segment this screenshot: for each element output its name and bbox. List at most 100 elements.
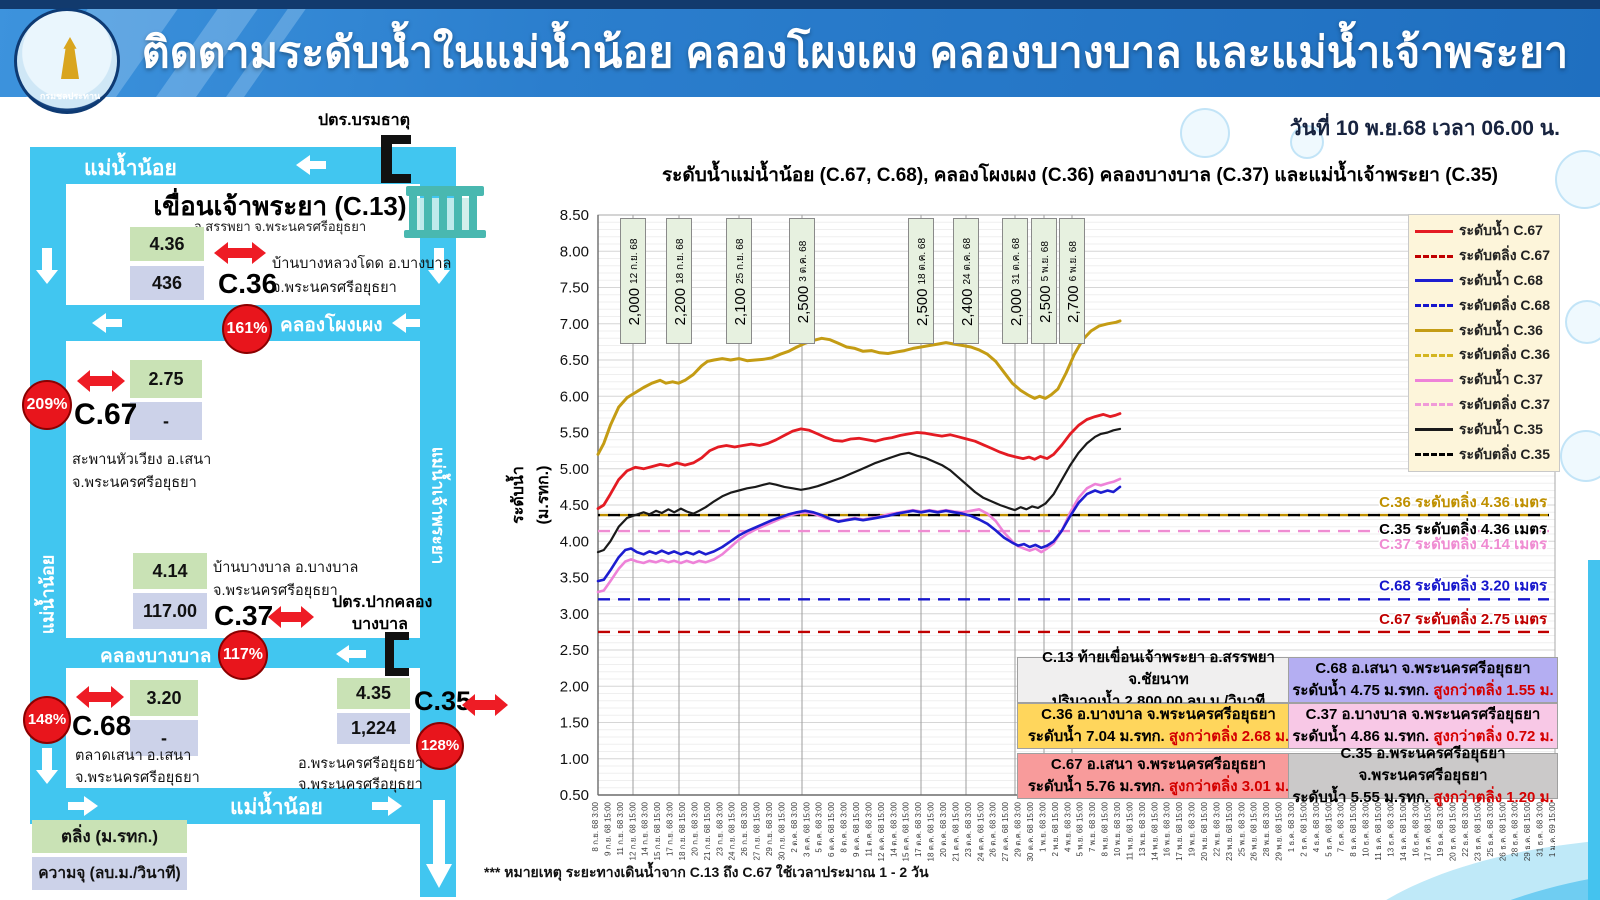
- x-tick-label: 5 ธ.ค. 68 15:00: [1324, 801, 1333, 856]
- key-capacity: ความจุ (ลบ.ม./วินาที): [32, 857, 187, 890]
- x-tick-label: 12 ก.ย. 68 15:00: [628, 801, 637, 860]
- legend-label: ระดับตลิ่ง C.37: [1459, 395, 1550, 412]
- annotation-discharge-value: 2,700: [1064, 285, 1082, 323]
- legend-solid-line-icon: [1415, 229, 1453, 233]
- x-tick-label: 5 ต.ค. 68 3:00: [815, 801, 824, 852]
- x-tick-label: 23 พ.ย. 68 15:00: [1225, 801, 1234, 860]
- legend-label: ระดับน้ำ C.35: [1459, 420, 1543, 437]
- x-tick-label: 2 ต.ค. 68 3:00: [790, 801, 799, 852]
- x-tick-label: 18 ก.ย. 68 15:00: [678, 801, 687, 860]
- y-tick-label: 5.00: [560, 461, 589, 478]
- x-tick-label: 11 พ.ย. 68 15:00: [1125, 801, 1134, 860]
- c35-code: C.35: [414, 686, 472, 716]
- y-tick-label: 8.50: [560, 207, 589, 224]
- legend-dashed-line-icon: [1415, 353, 1453, 357]
- x-tick-label: 11 ต.ค. 68 3:00: [864, 801, 873, 856]
- logo-emblem-icon: [61, 37, 79, 79]
- legend-dashed-line-icon: [1415, 304, 1453, 308]
- y-tick-label: 4.50: [560, 497, 589, 514]
- legend-label: ระดับน้ำ C.68: [1459, 271, 1543, 288]
- chart-footnote: *** หมายเหตุ ระยะทางเดินน้ำจาก C.13 ถึง …: [484, 864, 929, 880]
- x-tick-label: 14 ต.ค. 68 3:00: [889, 801, 898, 857]
- x-tick-label: 30 ต.ค. 68 15:00: [1026, 801, 1035, 861]
- y-tick-label: 6.50: [560, 352, 589, 369]
- y-tick-label: 2.50: [560, 642, 589, 659]
- bubble-decoration: [1565, 300, 1600, 344]
- legend-dashed-line-icon: [1415, 453, 1453, 457]
- x-tick-label: 27 ก.ย. 68 15:00: [753, 801, 762, 860]
- flow-arrow-down-icon: [36, 248, 58, 284]
- x-tick-label: 26 พ.ย. 68 15:00: [1250, 801, 1259, 860]
- c68-code: C.68: [72, 710, 132, 741]
- right-edge-stripe: [1588, 560, 1600, 900]
- gate-label-pak-klong-2: บางบาล: [352, 616, 408, 633]
- annotation-date: 18 ก.ย. 68: [674, 238, 686, 284]
- river-label-noi-top: แม่น้ำน้อย: [84, 157, 177, 180]
- x-tick-label: 24 ต.ค. 68 15:00: [976, 801, 985, 861]
- x-tick-label: 18 ต.ค. 68 15:00: [927, 801, 936, 861]
- x-tick-label: 21 ก.ย. 68 15:00: [703, 801, 712, 860]
- legend-item: ระดับน้ำ C.37: [1415, 369, 1553, 391]
- c68-bank-level: 3.20: [130, 680, 198, 716]
- x-tick-label: 7 พ.ย. 68 3:00: [1088, 801, 1097, 852]
- c67-code: C.67: [74, 398, 138, 431]
- legend-label: ระดับตลิ่ง C.68: [1459, 296, 1550, 313]
- x-tick-label: 21 ต.ค. 68 15:00: [951, 801, 960, 861]
- x-tick-label: 27 ต.ค. 68 15:00: [1001, 801, 1010, 861]
- department-logo: กรมชลประทาน: [14, 8, 120, 114]
- y-tick-label: 8.00: [560, 243, 589, 260]
- bubble-decoration: [1560, 430, 1600, 482]
- x-tick-label: 20 ก.ย. 68 3:00: [690, 801, 699, 856]
- river-label-phong-pheng: คลองโผงเผง: [280, 315, 383, 336]
- annotation-date: 25 ก.ย. 68: [734, 238, 746, 284]
- c67-bank-level: 2.75: [130, 360, 202, 398]
- annotation-date: 18 ต.ค. 68: [916, 237, 928, 285]
- legend-solid-line-icon: [1415, 329, 1453, 333]
- x-tick-label: 13 พ.ย. 68 3:00: [1138, 801, 1147, 856]
- x-tick-label: 16 ธ.ค. 68 3:00: [1411, 801, 1420, 856]
- annotation-discharge-value: 2,500: [913, 288, 931, 327]
- annotation-discharge-value: 2,500: [794, 285, 812, 324]
- legend-label: ระดับตลิ่ง C.67: [1459, 247, 1550, 264]
- c67-desc1: สะพานหัวเวียง อ.เสนา: [72, 452, 212, 468]
- discharge-annotation: 2,100 25 ก.ย. 68: [726, 218, 752, 344]
- dam-location: อ.สรรพยา จ.พระนครศรีอยุธยา: [193, 219, 367, 234]
- x-tick-label: 14 ธ.ค. 68 15:00: [1399, 801, 1408, 861]
- summary-box-c37: C.37 อ.บางบาล จ.พระนครศรีอยุธยา ระดับน้ำ …: [1288, 703, 1558, 749]
- x-tick-label: 1 ธ.ค. 68 3:00: [1287, 801, 1296, 852]
- annotation-date: 3 ต.ค. 68: [797, 240, 809, 282]
- discharge-annotation: 2,000 12 ก.ย. 68: [620, 218, 646, 344]
- x-tick-label: 26 ต.ค. 68 3:00: [989, 801, 998, 857]
- x-tick-label: 9 ต.ค. 68 15:00: [852, 801, 861, 857]
- page-title: ติดตามระดับน้ำในแม่น้ำน้อย คลองโผงเผง คล…: [141, 29, 1569, 77]
- summary-level-line: ระดับน้ำ 5.55 ม.รทก. สูงกว่าตลิ่ง 1.20 ม…: [1292, 788, 1554, 806]
- c68-desc2: จ.พระนครศรีอยุธยา: [75, 770, 200, 786]
- annotation-discharge-value: 2,000: [625, 287, 643, 326]
- y-tick-label: 1.50: [560, 715, 589, 732]
- x-tick-label: 23 ต.ค. 68 3:00: [964, 801, 973, 857]
- x-tick-label: 22 พ.ย. 68 3:00: [1212, 801, 1221, 856]
- y-tick-label: 7.00: [560, 316, 589, 333]
- summary-level-line: ระดับน้ำ 5.76 ม.รทก. สูงกว่าตลิ่ง 3.01 ม…: [1027, 778, 1290, 795]
- river-label-chao-phraya: แม่น้ำเจ้าพระยา: [428, 446, 448, 565]
- summary-level-line: ระดับน้ำ 7.04 ม.รทก. สูงกว่าตลิ่ง 2.68 ม…: [1027, 728, 1290, 745]
- y-tick-label: 4.00: [560, 533, 589, 550]
- flow-arrow-left-icon: [392, 313, 420, 333]
- x-tick-label: 4 พ.ย. 68 3:00: [1063, 801, 1072, 852]
- annotation-date: 12 ก.ย. 68: [628, 238, 640, 284]
- x-tick-label: 29 พ.ย. 68 15:00: [1275, 801, 1284, 860]
- summary-station-line: C.68 อ.เสนา จ.พระนครศรีอยุธยา: [1315, 660, 1531, 678]
- legend-dashed-line-icon: [1415, 254, 1453, 258]
- summary-station-line: C.36 อ.บางบาล จ.พระนครศรีอยุธยา: [1041, 706, 1276, 724]
- c68-percent-badge: 148%: [23, 696, 71, 744]
- bubble-decoration: [1555, 150, 1600, 209]
- annotation-discharge-value: 2,200: [671, 287, 689, 326]
- summary-station-line: C.13 ท้ายเขื่อนเจ้าพระยา อ.สรรพยา จ.ชัยน…: [1042, 649, 1275, 689]
- c35-desc1: อ.พระนครศรีอยุธยา: [298, 756, 423, 772]
- flow-arrow-down-icon: [36, 748, 58, 784]
- discharge-annotation: 2,500 5 พ.ย. 68: [1031, 218, 1057, 344]
- annotation-discharge-value: 2,400: [958, 288, 976, 327]
- x-tick-label: 10 ธ.ค. 68 3:00: [1362, 801, 1371, 856]
- bank-line-label: C.36 ระดับตลิ่ง 4.36 เมตร: [1379, 491, 1548, 511]
